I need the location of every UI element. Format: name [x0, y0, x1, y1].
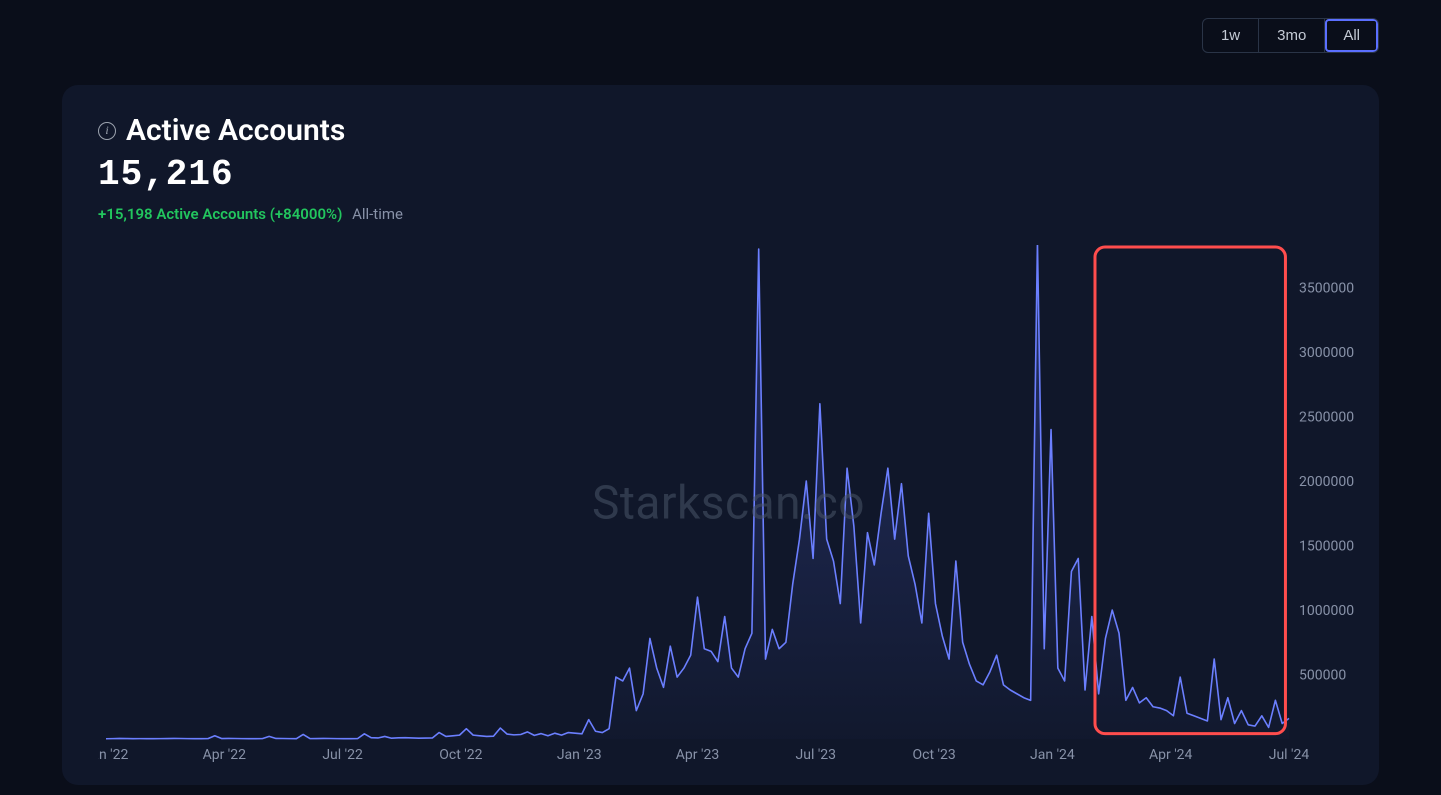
svg-text:Oct '23: Oct '23: [912, 747, 955, 763]
svg-text:1000000: 1000000: [1299, 603, 1354, 619]
svg-text:3500000: 3500000: [1299, 281, 1354, 297]
info-icon[interactable]: i: [98, 122, 116, 140]
metric-delta: +15,198 Active Accounts (+84000%): [98, 205, 342, 223]
svg-text:Jan '22: Jan '22: [98, 747, 128, 763]
svg-text:Jul '23: Jul '23: [796, 747, 837, 763]
svg-text:2000000: 2000000: [1299, 474, 1354, 490]
time-range-selector: 1w 3mo All: [1202, 18, 1379, 53]
svg-text:Jan '24: Jan '24: [1030, 747, 1075, 763]
svg-text:Jul '22: Jul '22: [322, 747, 363, 763]
chart-area: Starkscan.co 500000100000015000002000000…: [98, 245, 1359, 767]
svg-text:2500000: 2500000: [1299, 410, 1354, 426]
svg-text:3000000: 3000000: [1299, 345, 1354, 361]
line-chart[interactable]: 500000 1000000 1500000 2000000 2500000 300000…: [98, 245, 1359, 767]
svg-text:Jul '24: Jul '24: [1269, 747, 1310, 763]
metric-value: 15,216: [98, 154, 1343, 195]
time-btn-all[interactable]: All: [1325, 19, 1378, 52]
svg-text:500000: 500000: [1299, 668, 1346, 684]
time-btn-1w[interactable]: 1w: [1203, 19, 1259, 52]
svg-text:Apr '23: Apr '23: [676, 747, 719, 763]
chart-card: i Active Accounts 15,216 +15,198 Active …: [62, 85, 1379, 785]
svg-text:Apr '22: Apr '22: [203, 747, 247, 763]
highlight-box: [1095, 247, 1285, 734]
time-btn-3mo[interactable]: 3mo: [1259, 19, 1325, 52]
svg-text:Apr '24: Apr '24: [1149, 747, 1193, 763]
svg-text:1500000: 1500000: [1299, 539, 1354, 555]
metric-period: All-time: [352, 205, 403, 223]
svg-text:Oct '22: Oct '22: [439, 747, 482, 763]
svg-text:Jan '23: Jan '23: [557, 747, 602, 763]
chart-title: Active Accounts: [126, 113, 345, 148]
